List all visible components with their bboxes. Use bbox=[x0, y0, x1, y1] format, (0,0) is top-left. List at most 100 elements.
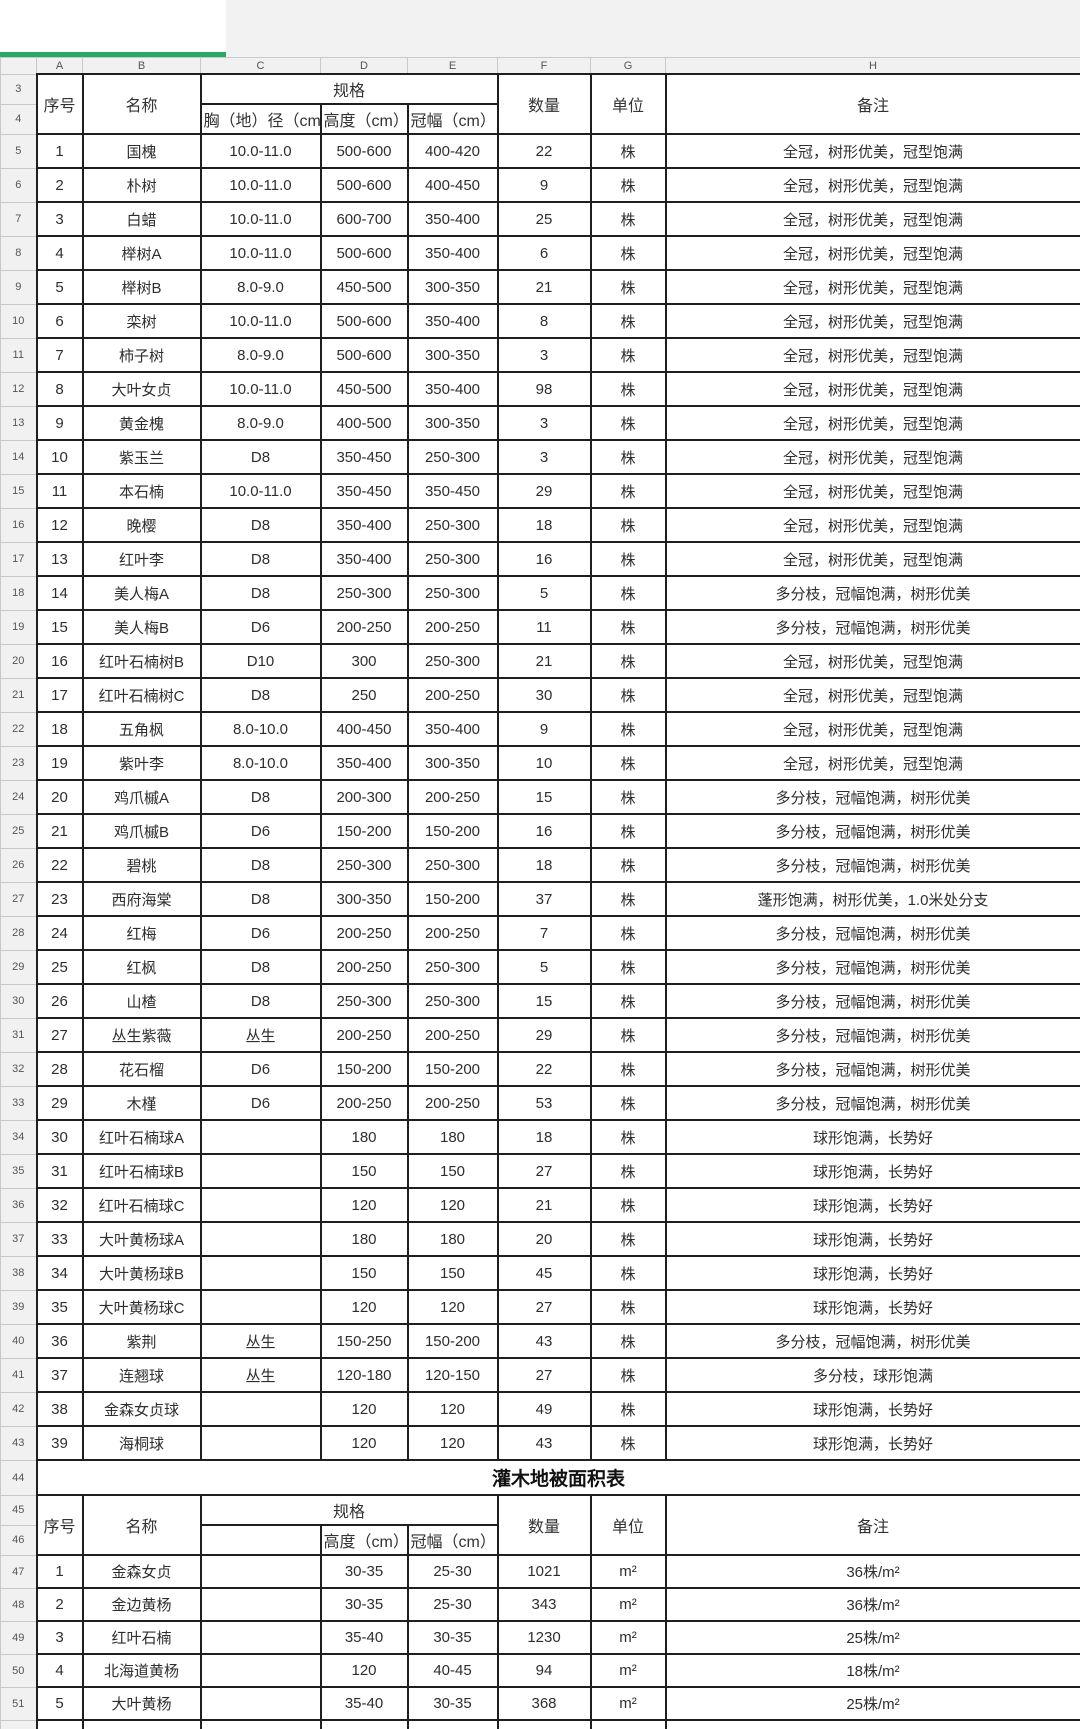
cell[interactable]: 180 bbox=[406, 1221, 499, 1257]
cell[interactable] bbox=[199, 1686, 322, 1721]
cell[interactable]: 10 bbox=[35, 439, 84, 475]
cell[interactable]: 球形饱满，长势好 bbox=[664, 1425, 1080, 1461]
cell[interactable]: 500-600 bbox=[319, 133, 409, 169]
cell[interactable]: 40-45 bbox=[406, 1653, 499, 1688]
row-number[interactable]: 27 bbox=[0, 881, 37, 917]
cell[interactable]: 株 bbox=[589, 779, 667, 815]
row-number[interactable]: 11 bbox=[0, 337, 37, 373]
cell[interactable]: 9 bbox=[496, 167, 592, 203]
cell[interactable] bbox=[199, 1425, 322, 1461]
cell[interactable]: 碧桃 bbox=[81, 847, 202, 883]
row-number[interactable]: 42 bbox=[0, 1391, 37, 1427]
cell[interactable]: 多分枝，冠幅饱满，树形优美 bbox=[664, 1051, 1080, 1087]
cell[interactable]: 21 bbox=[35, 813, 84, 849]
header-name[interactable]: 名称 bbox=[81, 73, 202, 135]
cell[interactable]: 150 bbox=[406, 1153, 499, 1189]
cell[interactable]: 8.0-9.0 bbox=[199, 405, 322, 441]
cell[interactable]: 大叶黄杨球B bbox=[81, 1255, 202, 1291]
cell[interactable]: 150-200 bbox=[406, 813, 499, 849]
cell[interactable]: 2 bbox=[35, 167, 84, 203]
cell[interactable]: 6 bbox=[35, 1719, 84, 1729]
cell[interactable]: 大叶黄杨球A bbox=[81, 1221, 202, 1257]
cell[interactable]: 34 bbox=[35, 1255, 84, 1291]
cell[interactable]: 球形饱满，长势好 bbox=[664, 1187, 1080, 1223]
column-header-h[interactable]: H bbox=[665, 57, 1080, 75]
cell[interactable]: 120 bbox=[319, 1391, 409, 1427]
cell[interactable]: 350-450 bbox=[406, 473, 499, 509]
cell[interactable]: 11 bbox=[35, 473, 84, 509]
cell[interactable]: 多分枝，冠幅饱满，树形优美 bbox=[664, 779, 1080, 815]
cell[interactable]: 250-300 bbox=[319, 847, 409, 883]
row-number[interactable]: 5 bbox=[0, 133, 37, 169]
row-number[interactable]: 6 bbox=[0, 167, 37, 203]
header-qty[interactable]: 数量 bbox=[496, 73, 592, 135]
cell[interactable]: 10.0-11.0 bbox=[199, 371, 322, 407]
cell[interactable]: 150-250 bbox=[319, 1323, 409, 1359]
cell[interactable]: 株 bbox=[589, 575, 667, 611]
cell[interactable]: 350-400 bbox=[319, 745, 409, 781]
cell[interactable]: 多分枝，冠幅饱满，树形优美 bbox=[664, 813, 1080, 849]
row-number[interactable]: 8 bbox=[0, 235, 37, 271]
cell[interactable]: 8.0-10.0 bbox=[199, 711, 322, 747]
cell[interactable]: m² bbox=[589, 1554, 667, 1589]
cell[interactable]: 全冠，树形优美，冠型饱满 bbox=[664, 643, 1080, 679]
cell[interactable]: 500-600 bbox=[319, 337, 409, 373]
cell[interactable]: 250-300 bbox=[406, 983, 499, 1019]
cell[interactable]: 500-600 bbox=[319, 167, 409, 203]
row-number[interactable]: 52 bbox=[0, 1719, 37, 1729]
cell[interactable] bbox=[199, 1554, 322, 1589]
cell[interactable]: 30 bbox=[496, 677, 592, 713]
cell[interactable]: 120-180 bbox=[319, 1357, 409, 1393]
cell[interactable]: 北海道黄杨 bbox=[81, 1653, 202, 1688]
cell[interactable]: 株 bbox=[589, 1391, 667, 1427]
cell[interactable]: 21 bbox=[496, 643, 592, 679]
cell[interactable]: 球形饱满，长势好 bbox=[664, 1255, 1080, 1291]
cell[interactable]: 37 bbox=[496, 881, 592, 917]
cell[interactable]: 120-150 bbox=[406, 1357, 499, 1393]
cell[interactable]: 10 bbox=[496, 745, 592, 781]
cell[interactable]: 250-300 bbox=[406, 439, 499, 475]
cell[interactable]: 500-600 bbox=[319, 303, 409, 339]
cell[interactable]: 300-350 bbox=[406, 337, 499, 373]
cell[interactable]: D8 bbox=[199, 949, 322, 985]
cell[interactable]: 250-300 bbox=[406, 949, 499, 985]
cell[interactable]: 200-300 bbox=[319, 779, 409, 815]
cell[interactable]: 8 bbox=[496, 303, 592, 339]
cell[interactable]: 368 bbox=[496, 1686, 592, 1721]
cell[interactable]: 350-400 bbox=[406, 711, 499, 747]
cell[interactable]: 16 bbox=[496, 541, 592, 577]
cell[interactable]: 180 bbox=[319, 1221, 409, 1257]
cell[interactable]: 27 bbox=[496, 1289, 592, 1325]
cell[interactable]: 94 bbox=[496, 1653, 592, 1688]
cell[interactable]: 200-250 bbox=[406, 779, 499, 815]
cell[interactable]: 球形饱满，长势好 bbox=[664, 1289, 1080, 1325]
cell[interactable]: 15 bbox=[35, 609, 84, 645]
cell[interactable]: D8 bbox=[199, 881, 322, 917]
cell[interactable]: 250-300 bbox=[406, 541, 499, 577]
cell[interactable]: 15 bbox=[496, 779, 592, 815]
cell[interactable]: 29 bbox=[496, 1017, 592, 1053]
cell[interactable]: 紫叶李 bbox=[81, 745, 202, 781]
cell[interactable]: 柿子树 bbox=[81, 337, 202, 373]
cell[interactable]: D8 bbox=[199, 779, 322, 815]
cell[interactable]: 榉树B bbox=[81, 269, 202, 305]
cell[interactable]: 36 bbox=[35, 1323, 84, 1359]
cell[interactable]: 红叶石楠树B bbox=[81, 643, 202, 679]
row-number[interactable]: 19 bbox=[0, 609, 37, 645]
cell[interactable]: 343 bbox=[496, 1587, 592, 1622]
cell[interactable]: 13 bbox=[35, 541, 84, 577]
cell[interactable]: 10.0-11.0 bbox=[199, 201, 322, 237]
cell[interactable]: D6 bbox=[199, 1085, 322, 1121]
row-number[interactable]: 18 bbox=[0, 575, 37, 611]
cell[interactable]: 98 bbox=[496, 371, 592, 407]
cell[interactable]: 49 bbox=[496, 1391, 592, 1427]
cell[interactable]: 全冠，树形优美，冠型饱满 bbox=[664, 507, 1080, 543]
header-spec[interactable]: 规格 bbox=[199, 1494, 499, 1526]
cell[interactable]: 37 bbox=[35, 1357, 84, 1393]
cell[interactable]: 43 bbox=[496, 1323, 592, 1359]
cell[interactable]: 400-450 bbox=[406, 167, 499, 203]
row-number[interactable]: 36 bbox=[0, 1187, 37, 1223]
cell[interactable]: 株 bbox=[589, 201, 667, 237]
cell[interactable]: D6 bbox=[199, 915, 322, 951]
cell[interactable]: 多分枝，冠幅饱满，树形优美 bbox=[664, 1323, 1080, 1359]
